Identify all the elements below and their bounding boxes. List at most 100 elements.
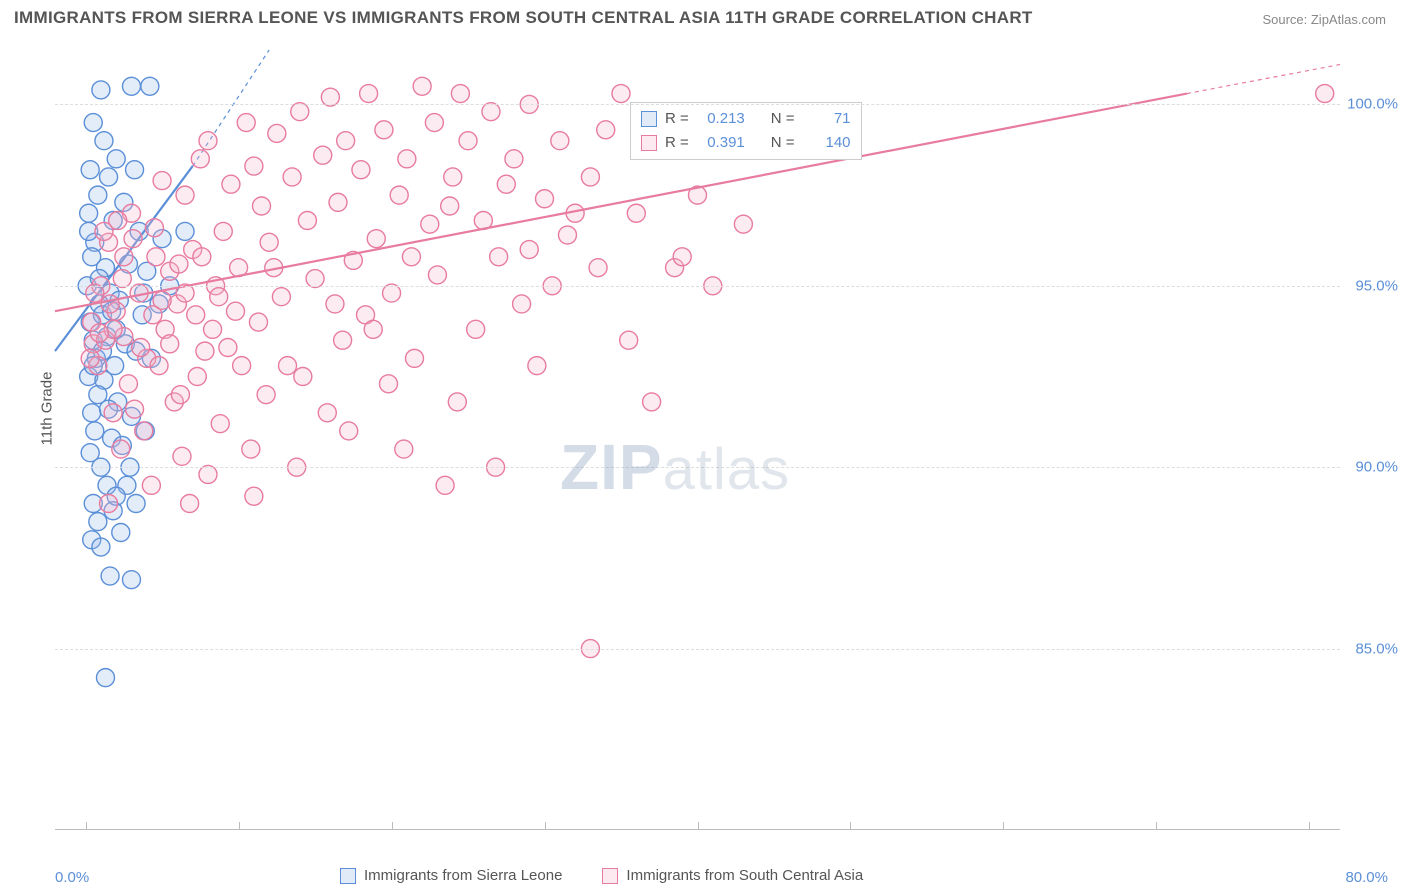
data-point <box>444 168 462 186</box>
data-point <box>329 193 347 211</box>
x-axis-max-label: 80.0% <box>1345 869 1388 886</box>
data-point <box>96 669 114 687</box>
legend-r-value: 0.213 <box>697 107 745 131</box>
legend-n-value: 140 <box>803 131 851 155</box>
legend-swatch <box>641 135 657 151</box>
data-point <box>597 121 615 139</box>
data-point <box>90 324 108 342</box>
legend-n-label: N = <box>771 107 795 131</box>
data-point <box>92 81 110 99</box>
data-point <box>314 146 332 164</box>
data-point <box>101 295 119 313</box>
data-point <box>513 295 531 313</box>
data-point <box>360 85 378 103</box>
legend-n-label: N = <box>771 131 795 155</box>
data-point <box>222 175 240 193</box>
legend-label: Immigrants from South Central Asia <box>626 867 863 884</box>
data-point <box>620 331 638 349</box>
data-point <box>364 320 382 338</box>
data-point <box>204 320 222 338</box>
data-point <box>551 132 569 150</box>
data-point <box>132 338 150 356</box>
data-point <box>490 248 508 266</box>
gridline <box>55 467 1340 468</box>
data-point <box>612 85 630 103</box>
y-tick-label: 100.0% <box>1347 96 1398 113</box>
data-point <box>379 375 397 393</box>
data-point <box>153 172 171 190</box>
gridline <box>55 286 1340 287</box>
data-point <box>279 357 297 375</box>
data-point <box>112 524 130 542</box>
data-point <box>141 77 159 95</box>
data-point <box>451 85 469 103</box>
data-point <box>520 241 538 259</box>
data-point <box>80 204 98 222</box>
legend-swatch <box>340 868 356 884</box>
legend-bottom: Immigrants from Sierra Leone Immigrants f… <box>340 867 863 884</box>
data-point <box>242 440 260 458</box>
legend-n-value: 71 <box>803 107 851 131</box>
data-point <box>145 219 163 237</box>
data-point <box>448 393 466 411</box>
data-point <box>135 422 153 440</box>
data-point <box>272 288 290 306</box>
data-point <box>337 132 355 150</box>
chart-area: R =0.213N =71R =0.391N =140 <box>55 50 1340 830</box>
stats-legend-row: R =0.391N =140 <box>641 131 851 155</box>
trend-line <box>55 94 1187 312</box>
data-point <box>199 132 217 150</box>
data-point <box>150 357 168 375</box>
data-point <box>107 150 125 168</box>
data-point <box>673 248 691 266</box>
source-credit: Source: ZipAtlas.com <box>1262 12 1386 27</box>
data-point <box>170 255 188 273</box>
legend-item: Immigrants from Sierra Leone <box>340 867 562 884</box>
x-tick <box>1156 822 1157 830</box>
data-point <box>176 222 194 240</box>
data-point <box>101 567 119 585</box>
x-tick <box>850 822 851 830</box>
data-point <box>233 357 251 375</box>
data-point <box>260 233 278 251</box>
data-point <box>211 415 229 433</box>
data-point <box>294 368 312 386</box>
data-point <box>253 197 271 215</box>
stats-legend-row: R =0.213N =71 <box>641 107 851 131</box>
x-axis-min-label: 0.0% <box>55 869 89 886</box>
gridline <box>55 104 1340 105</box>
data-point <box>104 404 122 422</box>
data-point <box>581 168 599 186</box>
data-point <box>147 248 165 266</box>
x-tick <box>698 822 699 830</box>
x-tick <box>239 822 240 830</box>
data-point <box>100 494 118 512</box>
x-tick <box>545 822 546 830</box>
y-tick-label: 90.0% <box>1355 459 1398 476</box>
data-point <box>173 447 191 465</box>
data-point <box>81 349 99 367</box>
y-tick-label: 95.0% <box>1355 277 1398 294</box>
legend-label: Immigrants from Sierra Leone <box>364 867 562 884</box>
data-point <box>367 230 385 248</box>
data-point <box>1316 85 1334 103</box>
data-point <box>193 248 211 266</box>
data-point <box>390 186 408 204</box>
data-point <box>268 124 286 142</box>
data-point <box>171 386 189 404</box>
data-point <box>95 132 113 150</box>
x-tick <box>86 822 87 830</box>
data-point <box>428 266 446 284</box>
data-point <box>161 335 179 353</box>
y-axis-label: 11th Grade <box>38 372 55 446</box>
y-tick-label: 85.0% <box>1355 640 1398 657</box>
data-point <box>187 306 205 324</box>
data-point <box>245 487 263 505</box>
data-point <box>237 114 255 132</box>
data-point <box>395 440 413 458</box>
legend-r-value: 0.391 <box>697 131 745 155</box>
data-point <box>340 422 358 440</box>
data-point <box>81 161 99 179</box>
data-point <box>112 440 130 458</box>
data-point <box>413 77 431 95</box>
